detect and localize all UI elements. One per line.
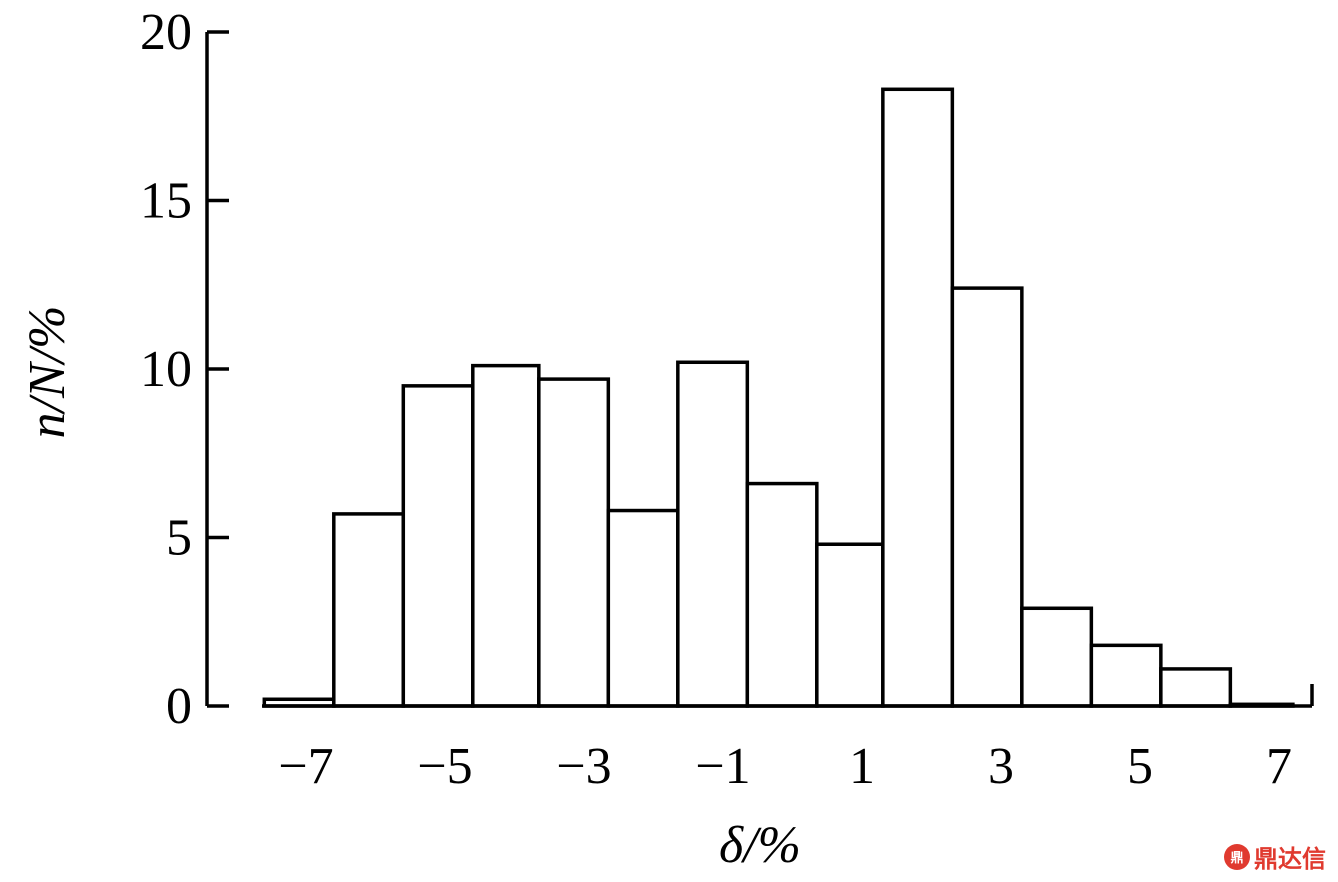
histogram-bar-13: [1159, 667, 1233, 708]
bars-group: [262, 87, 1295, 708]
y-axis-title: n/N/%: [19, 306, 76, 439]
x-tick-label: −3: [556, 738, 611, 795]
y-tick-label: 10: [140, 341, 192, 398]
x-tick-label: −5: [417, 738, 472, 795]
histogram-bar-10: [950, 286, 1024, 708]
watermark: 鼎 鼎达信: [1224, 839, 1326, 874]
histogram-bar-5: [606, 508, 680, 708]
histogram-bar-12: [1089, 643, 1163, 708]
x-ticks-group: −7 −5 −3 −1 1 3 5 7: [278, 738, 1292, 795]
y-tick-label: 20: [140, 4, 192, 61]
histogram-bar-4: [537, 377, 611, 708]
watermark-text: 鼎达信: [1254, 845, 1326, 873]
watermark-logo-icon: 鼎: [1224, 843, 1250, 870]
y-tick-label: 15: [140, 173, 192, 230]
histogram-bar-6: [676, 360, 750, 708]
histogram-bar-7: [745, 481, 819, 708]
y-ticks-group: 0 5 10 15 20: [140, 4, 229, 735]
histogram-bar-9: [881, 87, 955, 708]
histogram-bar-8: [815, 542, 885, 708]
x-tick-label: 1: [849, 738, 875, 795]
y-tick-label: 0: [166, 678, 192, 735]
histogram-bar-3: [471, 363, 541, 708]
histogram-bar-1: [332, 512, 406, 708]
x-axis-title: δ/%: [719, 817, 801, 874]
y-tick-label: 5: [166, 510, 192, 567]
x-tick-label: 3: [988, 738, 1014, 795]
histogram-bar-11: [1020, 606, 1094, 708]
x-tick-label: −1: [695, 738, 750, 795]
histogram-bar-2: [401, 384, 475, 708]
x-tick-label: 7: [1266, 738, 1292, 795]
x-tick-label: −7: [278, 738, 333, 795]
x-tick-label: 5: [1127, 738, 1153, 795]
